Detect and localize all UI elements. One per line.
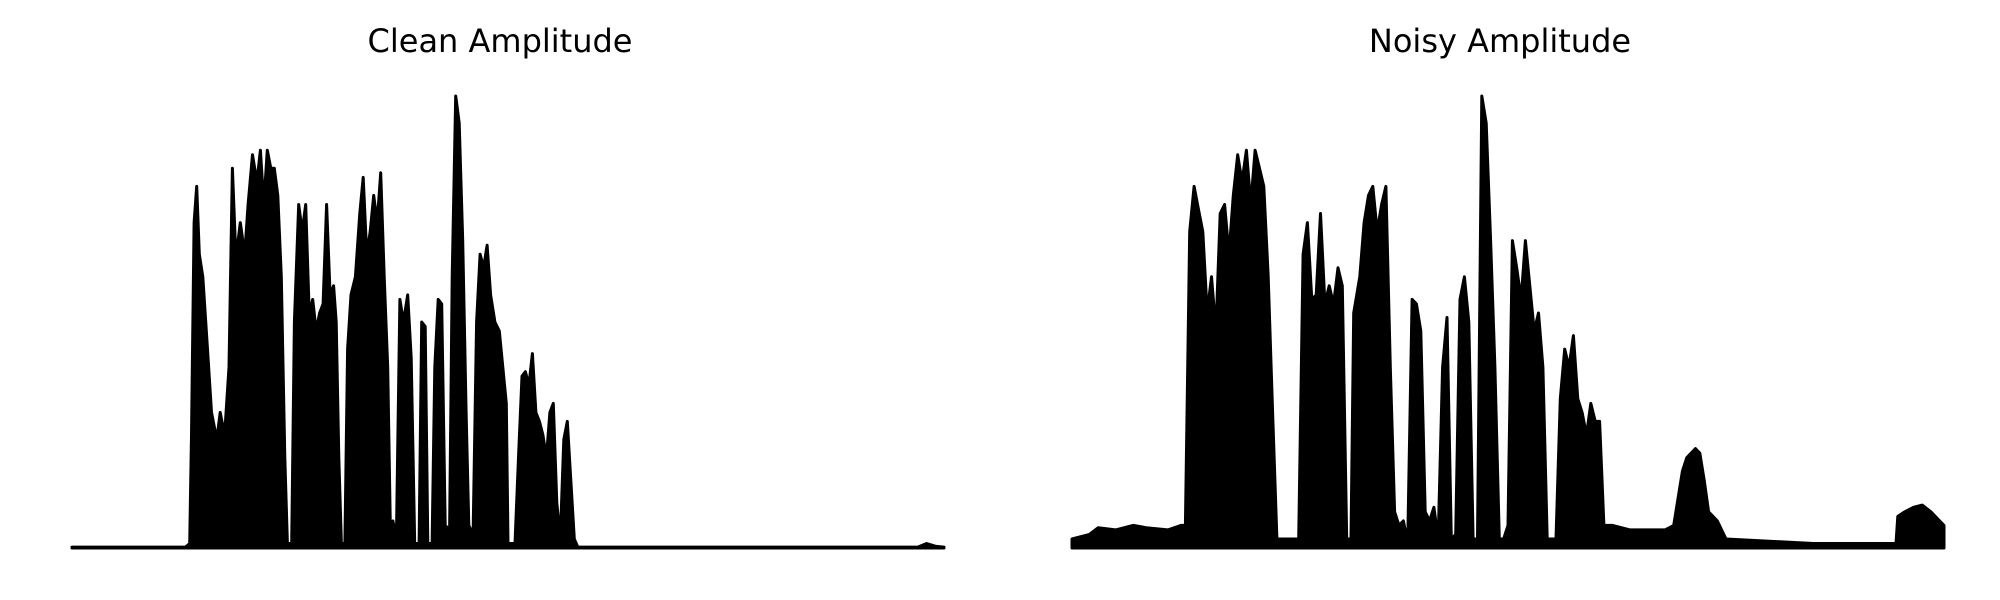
noisy-amplitude-panel: Noisy Amplitude bbox=[1000, 0, 2000, 600]
noisy-amplitude-title: Noisy Amplitude bbox=[1368, 22, 1632, 60]
noisy-amplitude-plot bbox=[1070, 94, 1946, 550]
clean-amplitude-panel: Clean Amplitude bbox=[70, 22, 946, 550]
clean-amplitude-plot bbox=[70, 94, 946, 550]
clean-amplitude-envelope bbox=[70, 94, 946, 550]
noisy-amplitude-envelope bbox=[1070, 94, 1946, 550]
clean-amplitude-title: Clean Amplitude bbox=[367, 22, 633, 60]
